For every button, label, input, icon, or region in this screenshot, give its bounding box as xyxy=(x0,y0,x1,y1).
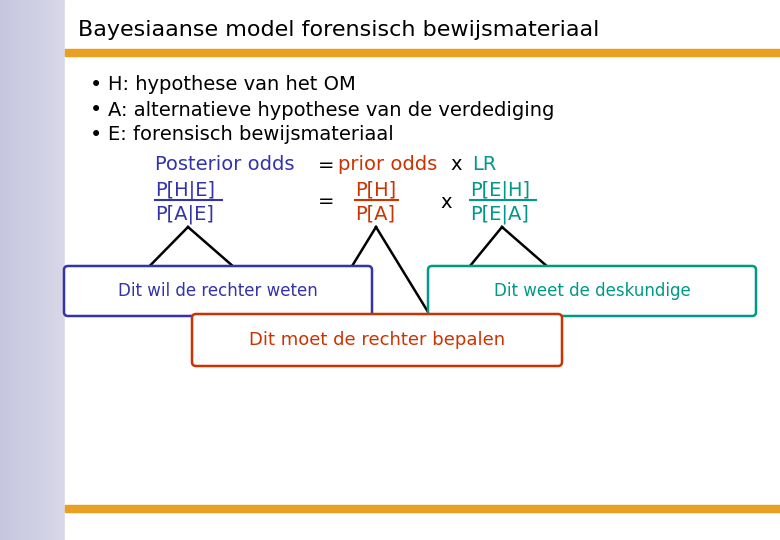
Text: x: x xyxy=(450,156,462,174)
Text: prior odds: prior odds xyxy=(338,156,438,174)
Text: Posterior odds: Posterior odds xyxy=(155,156,295,174)
Bar xyxy=(65,49,780,56)
Text: LR: LR xyxy=(472,156,496,174)
Text: =: = xyxy=(318,156,335,174)
Text: Dit wil de rechter weten: Dit wil de rechter weten xyxy=(118,282,318,300)
Text: x: x xyxy=(440,192,452,212)
Bar xyxy=(65,505,780,512)
Text: •: • xyxy=(90,125,102,145)
Text: =: = xyxy=(318,192,335,212)
Text: H: hypothese van het OM: H: hypothese van het OM xyxy=(108,76,356,94)
Text: •: • xyxy=(90,75,102,95)
FancyBboxPatch shape xyxy=(428,266,756,316)
Text: •: • xyxy=(90,100,102,120)
Text: P[E|A]: P[E|A] xyxy=(470,204,529,224)
FancyBboxPatch shape xyxy=(64,266,372,316)
FancyBboxPatch shape xyxy=(192,314,562,366)
Text: Dit weet de deskundige: Dit weet de deskundige xyxy=(494,282,690,300)
Text: P[E|H]: P[E|H] xyxy=(470,180,530,200)
Text: P[A|E]: P[A|E] xyxy=(155,204,214,224)
Text: A: alternatieve hypothese van de verdediging: A: alternatieve hypothese van de verdedi… xyxy=(108,100,555,119)
Text: Bayesiaanse model forensisch bewijsmateriaal: Bayesiaanse model forensisch bewijsmater… xyxy=(78,20,599,40)
Text: P[H]: P[H] xyxy=(355,180,396,199)
Bar xyxy=(0,0,65,540)
Text: E: forensisch bewijsmateriaal: E: forensisch bewijsmateriaal xyxy=(108,125,394,145)
Text: P[H|E]: P[H|E] xyxy=(155,180,215,200)
Text: Dit moet de rechter bepalen: Dit moet de rechter bepalen xyxy=(249,331,505,349)
Text: P[A]: P[A] xyxy=(355,205,395,224)
